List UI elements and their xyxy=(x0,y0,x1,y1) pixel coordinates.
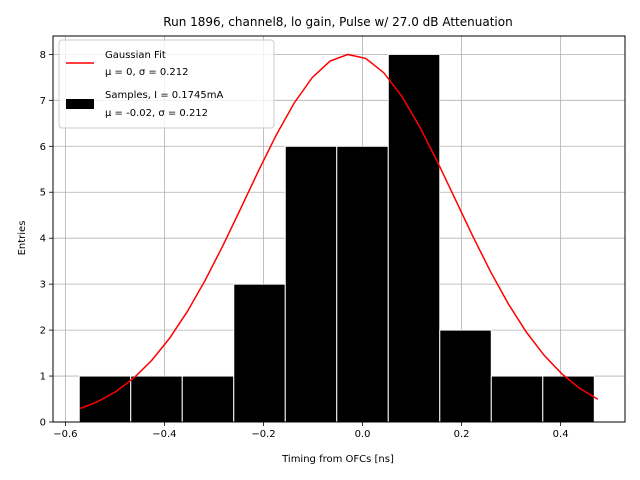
histogram-bar xyxy=(181,375,235,423)
legend-box xyxy=(58,39,275,129)
histogram-bar xyxy=(78,375,132,423)
gaussian-fit-layer xyxy=(79,53,599,410)
histogram-bars xyxy=(78,53,595,423)
legend-samples-swatch xyxy=(66,99,94,109)
gaussian-fit-curve xyxy=(79,53,599,410)
legend-fit-stats: μ = 0, σ = 0.212 xyxy=(105,67,189,78)
y-tick-label: 3 xyxy=(40,280,46,291)
x-tick-label: 0.2 xyxy=(454,429,470,440)
x-axis-ticks: −0.6 −0.4 −0.2 0.0 0.2 0.4 xyxy=(53,422,569,440)
y-tick-label: 4 xyxy=(40,234,46,245)
x-tick-label: −0.2 xyxy=(251,429,275,440)
histogram-bar xyxy=(490,375,544,423)
x-tick-label: 0.4 xyxy=(553,429,569,440)
x-tick-label: 0.0 xyxy=(355,429,371,440)
y-tick-label: 1 xyxy=(40,372,46,383)
histogram-bar xyxy=(284,145,338,423)
histogram-bar xyxy=(387,53,441,423)
y-tick-label: 2 xyxy=(40,326,46,337)
x-tick-label: −0.4 xyxy=(152,429,176,440)
y-tick-label: 8 xyxy=(40,50,46,61)
axes-frame xyxy=(52,35,626,423)
histogram-bar xyxy=(439,329,492,423)
histogram-bar xyxy=(542,375,595,423)
y-tick-label: 7 xyxy=(40,96,46,107)
y-tick-label: 0 xyxy=(40,418,46,429)
y-tick-label: 6 xyxy=(40,142,46,153)
chart-title: Run 1896, channel8, lo gain, Pulse w/ 27… xyxy=(163,15,512,29)
legend-fit-label: Gaussian Fit xyxy=(105,50,166,61)
histogram-bar xyxy=(233,283,286,423)
histogram-bar xyxy=(336,145,389,423)
legend: Gaussian Fit μ = 0, σ = 0.212 Samples, I… xyxy=(58,39,275,129)
legend-samples-stats: μ = -0.02, σ = 0.212 xyxy=(105,108,208,119)
y-axis-label: Entries xyxy=(17,221,28,256)
x-axis-label: Timing from OFCs [ns] xyxy=(281,454,394,465)
x-tick-label: −0.6 xyxy=(53,429,77,440)
y-axis-ticks: 0 1 2 3 4 5 6 7 8 xyxy=(40,50,53,429)
legend-samples-label: Samples, I = 0.1745mA xyxy=(105,90,223,101)
y-tick-label: 5 xyxy=(40,188,46,199)
histogram-bar xyxy=(130,375,183,423)
